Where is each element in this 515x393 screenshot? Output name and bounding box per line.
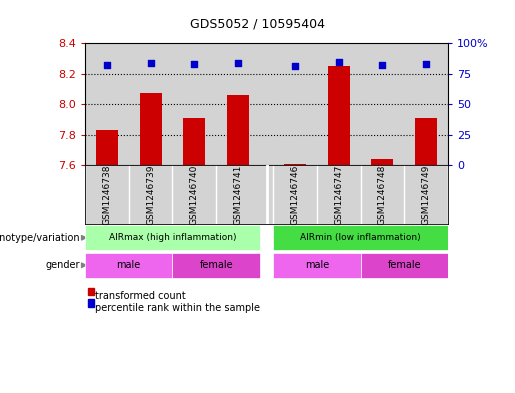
Point: [422, 61, 431, 67]
Text: GDS5052 / 10595404: GDS5052 / 10595404: [190, 18, 325, 31]
Text: female: female: [387, 260, 421, 270]
Text: genotype/variation: genotype/variation: [0, 233, 80, 243]
Text: AIRmax (high inflammation): AIRmax (high inflammation): [109, 233, 236, 242]
Bar: [227, 95, 249, 165]
Point: [335, 58, 343, 64]
Point: [102, 62, 111, 68]
Text: male: male: [305, 260, 329, 270]
Text: percentile rank within the sample: percentile rank within the sample: [95, 303, 260, 312]
Bar: [360, 253, 448, 278]
Text: gender: gender: [45, 260, 80, 270]
Point: [190, 61, 198, 67]
Text: GSM1246738: GSM1246738: [102, 164, 111, 225]
Text: GSM1246747: GSM1246747: [334, 164, 343, 225]
Bar: [85, 253, 173, 278]
Point: [146, 60, 154, 66]
Bar: [273, 253, 360, 278]
Bar: [328, 66, 350, 165]
Bar: [140, 94, 162, 165]
Text: GSM1246749: GSM1246749: [422, 164, 431, 225]
Text: female: female: [199, 260, 233, 270]
Text: GSM1246748: GSM1246748: [378, 164, 387, 225]
Text: AIRmin (low inflammation): AIRmin (low inflammation): [300, 233, 421, 242]
Point: [234, 60, 242, 66]
Bar: [183, 118, 205, 165]
Bar: [173, 253, 260, 278]
Text: transformed count: transformed count: [95, 291, 186, 301]
Bar: [96, 130, 118, 165]
Point: [379, 62, 387, 68]
Text: GSM1246739: GSM1246739: [146, 164, 155, 225]
Point: [291, 63, 299, 70]
Text: GSM1246746: GSM1246746: [290, 164, 299, 225]
Text: GSM1246741: GSM1246741: [234, 164, 243, 225]
Bar: [85, 226, 260, 250]
Text: male: male: [116, 260, 141, 270]
Bar: [371, 159, 393, 165]
Bar: [415, 118, 437, 165]
Text: GSM1246740: GSM1246740: [190, 164, 199, 225]
Bar: [284, 163, 306, 165]
Bar: [273, 226, 448, 250]
